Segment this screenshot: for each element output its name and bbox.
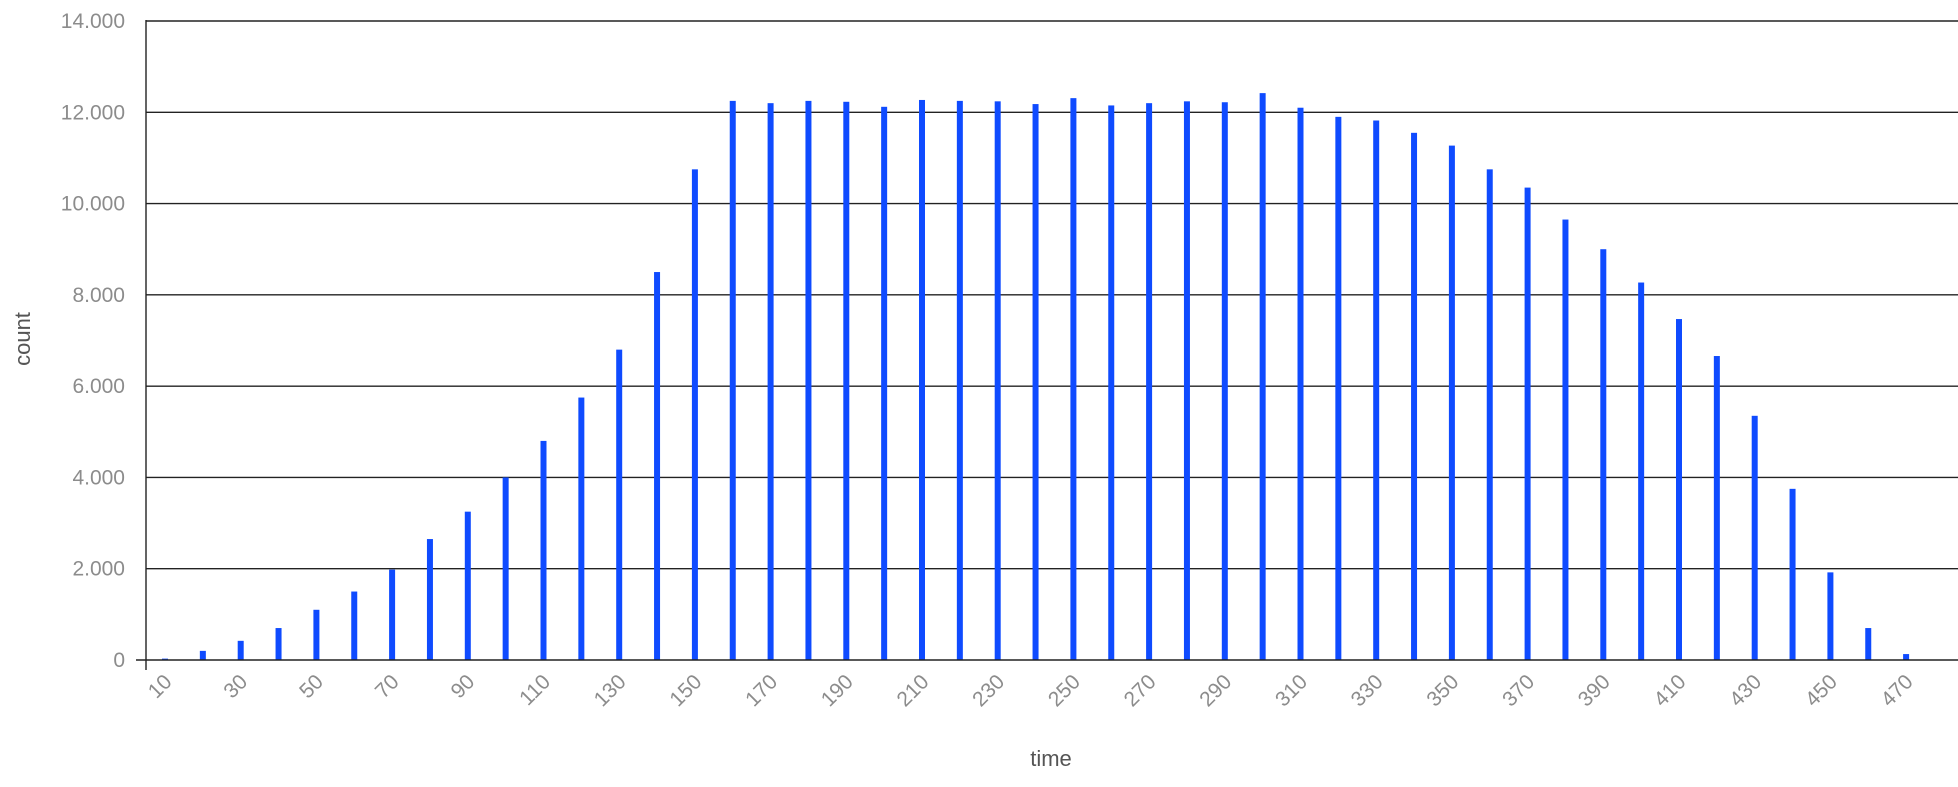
y-tick-label: 12.000	[61, 101, 125, 124]
x-tick-label: 290	[1195, 670, 1236, 711]
bar	[313, 609, 320, 660]
bar	[1411, 132, 1418, 660]
bar	[1070, 98, 1077, 660]
bar	[351, 591, 358, 660]
bar	[881, 106, 888, 660]
bar	[654, 272, 661, 660]
gridlines	[146, 20, 1958, 570]
bar	[1221, 102, 1228, 661]
y-axis-title: count	[10, 312, 35, 366]
y-tick-label: 10.000	[61, 193, 125, 216]
bar	[919, 99, 925, 660]
bar	[1638, 282, 1645, 660]
y-tick-label: 14.000	[61, 10, 125, 33]
y-tick-label: 2.000	[72, 558, 125, 581]
y-tick-label: 8.000	[72, 284, 125, 307]
x-tick-label: 350	[1422, 670, 1463, 711]
bar	[994, 101, 1001, 660]
bar	[1789, 488, 1796, 660]
bar	[1297, 107, 1304, 661]
bar	[578, 397, 585, 660]
x-tick-label: 310	[1271, 670, 1312, 711]
bar	[502, 477, 509, 660]
bar	[843, 101, 850, 661]
bar	[1373, 120, 1380, 660]
y-tick-label: 4.000	[72, 466, 125, 489]
bar	[1903, 654, 1910, 660]
bar	[199, 650, 206, 660]
x-tick-label: 150	[665, 670, 706, 711]
bar	[1032, 104, 1039, 660]
bar	[805, 100, 812, 661]
x-tick-label: 10	[144, 670, 177, 703]
bar	[1600, 249, 1607, 660]
x-tick-label: 90	[447, 670, 480, 703]
bar	[1335, 116, 1342, 661]
x-tick-label: 190	[817, 670, 858, 711]
x-tick-label: 370	[1498, 670, 1539, 711]
bar	[426, 539, 433, 660]
x-tick-label: 210	[892, 670, 933, 711]
bar	[237, 640, 244, 660]
bar	[1146, 103, 1153, 660]
bars	[162, 93, 1910, 661]
bar	[691, 169, 698, 660]
x-tick-label: 270	[1120, 670, 1161, 711]
x-tick-labels: 10 30 50 70 90 110 130 150 170 190 210 230 250 270 290…	[144, 670, 1918, 711]
x-tick-label: 470	[1877, 670, 1918, 711]
bar	[767, 103, 774, 660]
bar	[1108, 105, 1115, 660]
x-tick-label: 70	[371, 670, 404, 703]
x-tick-label: 230	[968, 670, 1009, 711]
bar	[1827, 572, 1834, 660]
y-tick-label: 0	[113, 649, 125, 672]
bar	[275, 628, 282, 660]
x-axis-title: time	[1030, 746, 1072, 771]
x-tick-label: 170	[741, 670, 782, 711]
bar	[1676, 319, 1682, 660]
bar	[1713, 356, 1720, 660]
x-tick-label: 390	[1574, 670, 1615, 711]
bar	[1751, 415, 1758, 660]
x-tick-label: 410	[1649, 670, 1690, 711]
x-tick-label: 130	[590, 670, 631, 711]
x-tick-label: 110	[515, 670, 555, 710]
bar	[956, 100, 963, 661]
bar	[389, 569, 396, 660]
bar	[1486, 169, 1493, 660]
bar	[1448, 145, 1455, 661]
x-tick-label: 330	[1347, 670, 1388, 711]
bar	[1183, 101, 1190, 660]
y-tick-label: 6.000	[72, 375, 125, 398]
bar	[1562, 219, 1569, 661]
x-tick-label: 450	[1801, 670, 1842, 711]
bar	[1865, 628, 1872, 660]
x-tick-label: 430	[1725, 670, 1766, 711]
bar	[464, 511, 471, 660]
y-tick-labels: 0 2.000 4.000 6.000 8.000 10.000 12.000 14.000	[61, 10, 125, 672]
x-tick-label: 250	[1044, 670, 1085, 711]
x-tick-label: 30	[219, 670, 252, 703]
bar	[616, 349, 623, 660]
axes	[136, 20, 1958, 670]
bar	[1259, 93, 1266, 661]
bar	[729, 100, 736, 661]
x-tick-label: 50	[295, 670, 328, 703]
bar	[540, 440, 547, 660]
bar	[1524, 187, 1531, 660]
